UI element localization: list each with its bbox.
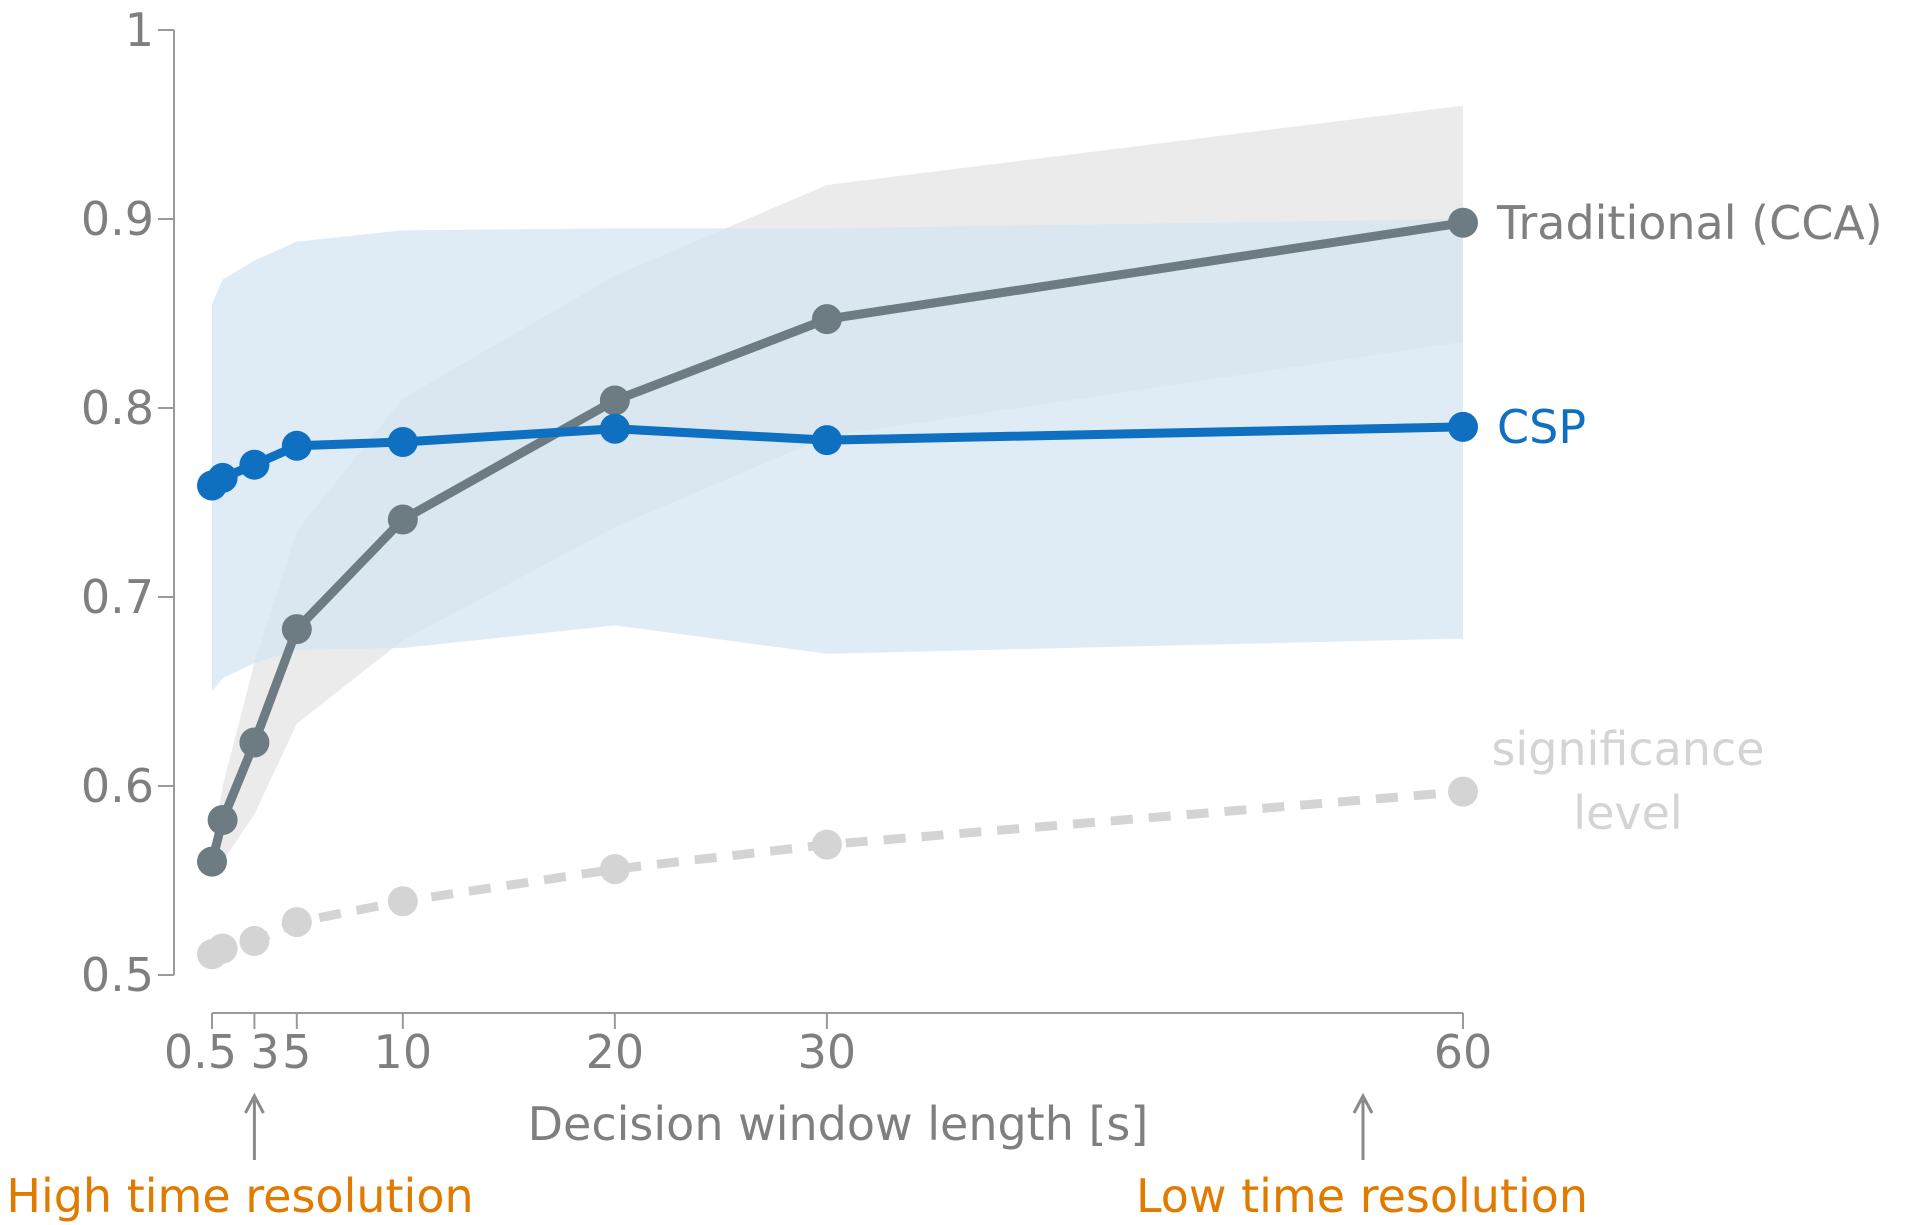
axes: [173, 30, 1463, 1014]
y-tick-label: 0.5: [81, 948, 154, 1002]
series-line-significance-level: [209, 787, 1464, 959]
y-tick-label: 0.8: [81, 381, 154, 435]
x-axis-title: Decision window length [s]: [528, 1097, 1149, 1151]
point-traditional-cca: [1448, 207, 1478, 238]
point-csp: [1448, 411, 1478, 442]
y-tick-label: 0.9: [81, 192, 154, 246]
x-tick-label: 10: [374, 1025, 433, 1079]
x-tick-label: 5: [282, 1025, 311, 1079]
series-label: level: [1573, 786, 1682, 840]
y-tick-label: 1: [125, 3, 154, 57]
y-ticks: 0.5 0.6 0.7 0.8 0.9 1: [81, 3, 174, 1002]
point-csp: [281, 430, 312, 461]
series-label: Traditional (CCA): [1496, 196, 1883, 250]
series-lines: [197, 207, 1478, 970]
point-significance-level: [207, 933, 238, 964]
point-traditional-cca: [281, 614, 312, 645]
point-traditional-cca: [811, 304, 842, 335]
point-traditional-cca: [207, 805, 238, 836]
y-tick-label: 0.6: [81, 759, 154, 813]
x-tick-label: 3: [250, 1025, 279, 1079]
x-ticks: 0.5 3 5 10 20 30 60: [164, 1013, 1492, 1079]
annotation-text: Low time resolution: [1136, 1169, 1588, 1223]
point-traditional-cca: [239, 727, 270, 758]
point-csp: [599, 413, 630, 444]
point-significance-level: [599, 854, 630, 885]
x-tick-label: 60: [1434, 1025, 1493, 1079]
point-significance-level: [281, 907, 312, 938]
series-label: significance: [1491, 722, 1764, 776]
point-traditional-cca: [197, 846, 227, 877]
series-label: CSP: [1497, 400, 1586, 454]
y-tick-label: 0.7: [81, 570, 154, 624]
point-traditional-cca: [599, 385, 630, 416]
x-tick-label: 20: [586, 1025, 645, 1079]
band-csp: [212, 219, 1463, 692]
point-csp: [239, 449, 270, 480]
annotation-arrow-head: [1352, 1092, 1374, 1114]
point-significance-level: [239, 925, 270, 956]
x-tick-label: 0.5: [164, 1025, 237, 1079]
x-tick-label: 30: [798, 1025, 857, 1079]
annotation-arrow-head: [244, 1092, 265, 1114]
annotation-text: High time resolution: [6, 1169, 473, 1223]
annotations: High time resolution Low time resolution: [6, 1092, 1588, 1223]
point-significance-level: [387, 886, 418, 917]
point-significance-level: [1448, 776, 1478, 807]
point-csp: [207, 462, 238, 493]
point-significance-level: [811, 829, 842, 860]
series-labels: Traditional (CCA) CSP significance level: [1491, 196, 1882, 840]
point-csp: [811, 425, 842, 456]
confidence-bands: [212, 105, 1463, 872]
point-traditional-cca: [387, 504, 418, 535]
point-csp: [387, 427, 418, 458]
